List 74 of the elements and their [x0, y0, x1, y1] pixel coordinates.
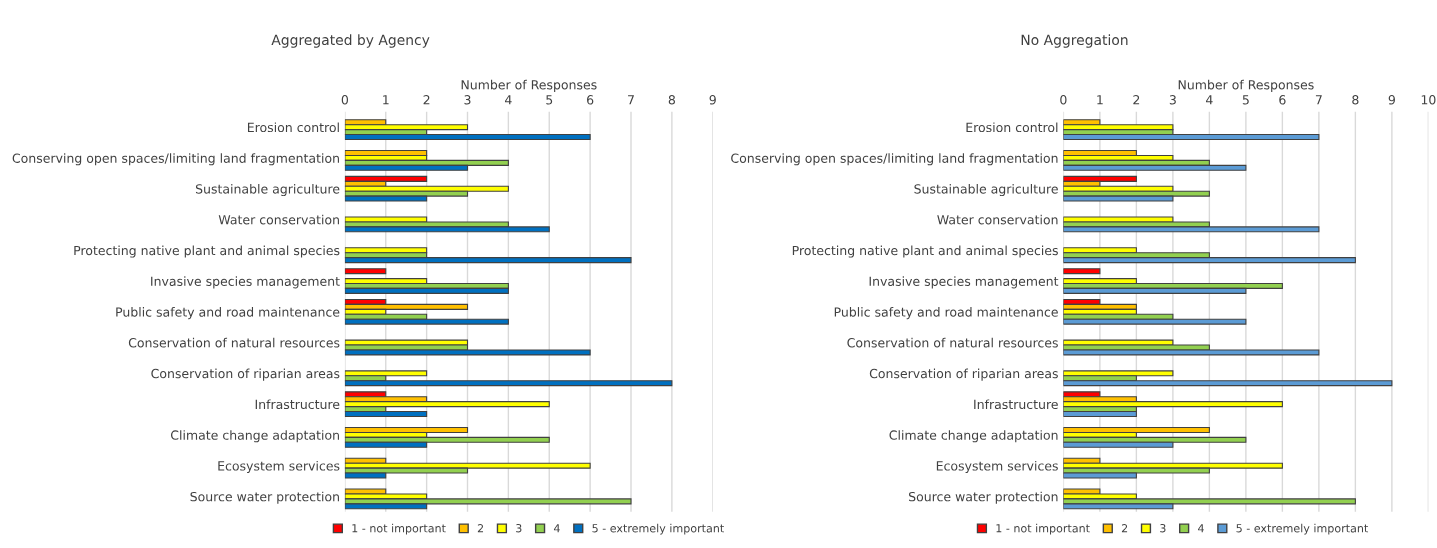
y-tick-label: Climate change adaptation	[889, 430, 1058, 443]
y-tick-label: Conservation of natural resources	[128, 337, 340, 348]
y-tick-label: Water conservation	[937, 214, 1058, 225]
x-tick-label: 10	[1421, 95, 1436, 105]
y-tick-label: Public safety and road maintenance	[834, 307, 1058, 320]
x-tick-label: 0	[341, 95, 349, 105]
x-tick-label: 2	[1133, 95, 1140, 105]
legend-label: 2	[477, 524, 484, 533]
x-tick-label: 7	[1315, 95, 1322, 105]
bar	[344, 318, 509, 325]
y-tick-label: Protecting native plant and animal species	[74, 245, 340, 258]
y-tick-label: Water conservation	[218, 214, 339, 225]
bar	[344, 268, 387, 275]
bar	[344, 287, 509, 294]
x-tick-label: 3	[464, 95, 471, 105]
y-tick-label: Sustainable agriculture	[914, 183, 1058, 197]
legend-label: 5 - extremely important	[1236, 523, 1369, 535]
y-tick-label: Public safety and road maintenance	[116, 307, 340, 320]
x-tick-label: 4	[1206, 95, 1213, 105]
y-tick-label: Source water protection	[190, 491, 339, 504]
bar	[1063, 175, 1137, 182]
y-tick-label: Erosion control	[966, 122, 1058, 133]
legend-label: 1 - not important	[352, 523, 446, 535]
bar	[1063, 268, 1101, 275]
bar	[344, 303, 469, 310]
y-tick-label: Ecosystem services	[936, 460, 1058, 474]
legend-label: 2	[1121, 524, 1128, 533]
x-tick-label: 6	[1279, 95, 1286, 105]
y-tick-label: Infrastructure	[974, 399, 1058, 410]
x-tick-label: 8	[1352, 95, 1359, 105]
legend-label: 4	[553, 524, 560, 533]
x-tick-label: 2	[423, 95, 430, 105]
y-tick-label: Conservation of natural resources	[847, 337, 1058, 348]
legend-label: 1 - not important	[996, 523, 1090, 535]
legend-label: 3	[1160, 524, 1166, 533]
y-tick-label: Erosion control	[247, 122, 339, 133]
bar	[344, 370, 428, 377]
x-tick-label: 9	[1388, 95, 1395, 105]
x-tick-label: 7	[628, 95, 634, 105]
x-tick-label: 9	[709, 95, 716, 105]
bar	[344, 410, 428, 417]
x-tick-label: 5	[546, 95, 553, 105]
legend-label: 5 - extremely important	[592, 523, 724, 535]
legend-label: 3	[516, 524, 522, 533]
y-tick-label: Conserving open spaces/limiting land fragmentation	[731, 153, 1058, 166]
bar	[344, 175, 428, 182]
x-tick-label: 5	[1242, 95, 1249, 105]
x-tick-label: 4	[505, 95, 512, 105]
x-tick-label: 1	[383, 95, 389, 105]
x-tick-label: 1	[1097, 95, 1103, 105]
x-axis-title: Number of Responses	[1178, 79, 1314, 92]
y-tick-label: Invasive species management	[151, 276, 340, 289]
bar	[1063, 318, 1247, 325]
y-tick-label: Invasive species management	[869, 276, 1059, 289]
bar	[1063, 164, 1247, 171]
bar	[1063, 426, 1210, 433]
chart-title: Aggregated by Agency	[271, 34, 430, 48]
y-tick-label: Conservation of riparian areas	[869, 368, 1058, 381]
chart-title: No Aggregation	[1021, 34, 1128, 48]
y-tick-label: Ecosystem services	[218, 460, 340, 474]
x-axis-title: Number of Responses	[461, 79, 597, 92]
y-tick-label: Source water protection	[909, 491, 1058, 504]
y-tick-label: Conservation of riparian areas	[151, 368, 340, 381]
y-tick-label: Conserving open spaces/limiting land fragmentation	[12, 153, 339, 166]
x-tick-label: 8	[668, 95, 675, 105]
legend-label: 4	[1198, 524, 1204, 533]
x-tick-label: 6	[587, 95, 594, 105]
y-tick-label: Climate change adaptation	[170, 430, 339, 443]
bar	[1063, 410, 1137, 417]
y-tick-label: Sustainable agriculture	[195, 183, 340, 197]
y-tick-label: Protecting native plant and animal species	[792, 245, 1058, 258]
y-tick-label: Infrastructure	[255, 399, 340, 410]
x-tick-label: 3	[1169, 95, 1176, 105]
x-tick-label: 0	[1060, 95, 1067, 105]
